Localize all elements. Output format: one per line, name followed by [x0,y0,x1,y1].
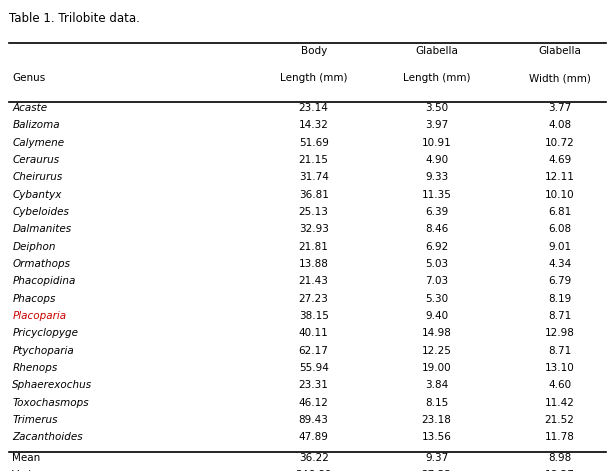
Text: 10.91: 10.91 [422,138,451,147]
Text: 21.43: 21.43 [299,276,328,286]
Text: 7.03: 7.03 [425,276,448,286]
Text: Table 1. Trilobite data.: Table 1. Trilobite data. [9,12,140,25]
Text: Phacopidina: Phacopidina [12,276,76,286]
Text: Placoparia: Placoparia [12,311,66,321]
Text: 18.27: 18.27 [545,470,574,471]
Text: 6.79: 6.79 [548,276,571,286]
Text: Variance: Variance [12,470,58,471]
Text: 11.35: 11.35 [422,189,451,200]
Text: 6.39: 6.39 [425,207,448,217]
Text: 27.33: 27.33 [422,470,451,471]
Text: 8.46: 8.46 [425,224,448,234]
Text: Balizoma: Balizoma [12,120,60,130]
Text: 4.34: 4.34 [548,259,571,269]
Text: 3.97: 3.97 [425,120,448,130]
Text: Rhenops: Rhenops [12,363,58,373]
Text: 23.31: 23.31 [299,380,328,390]
Text: 21.52: 21.52 [545,415,574,425]
Text: Deiphon: Deiphon [12,242,56,252]
Text: 12.98: 12.98 [545,328,574,338]
Text: Dalmanites: Dalmanites [12,224,71,234]
Text: 10.10: 10.10 [545,189,574,200]
Text: 4.08: 4.08 [548,120,571,130]
Text: 8.19: 8.19 [548,293,571,303]
Text: Phacops: Phacops [12,293,56,303]
Text: Trimerus: Trimerus [12,415,58,425]
Text: 13.88: 13.88 [299,259,328,269]
Text: 23.14: 23.14 [299,103,328,113]
Text: 4.60: 4.60 [548,380,571,390]
Text: 27.23: 27.23 [299,293,328,303]
Text: 12.11: 12.11 [545,172,574,182]
Text: 5.30: 5.30 [425,293,448,303]
Text: 31.74: 31.74 [299,172,328,182]
Text: 6.08: 6.08 [548,224,571,234]
Text: Ormathops: Ormathops [12,259,70,269]
Text: Width (mm): Width (mm) [529,73,590,83]
Text: 19.00: 19.00 [422,363,451,373]
Text: 40.11: 40.11 [299,328,328,338]
Text: 346.89: 346.89 [295,470,332,471]
Text: 11.78: 11.78 [545,432,574,442]
Text: 23.18: 23.18 [422,415,451,425]
Text: 13.10: 13.10 [545,363,574,373]
Text: 8.98: 8.98 [548,453,571,463]
Text: 13.56: 13.56 [422,432,451,442]
Text: Genus: Genus [12,73,46,83]
Text: 11.42: 11.42 [545,398,574,407]
Text: 55.94: 55.94 [299,363,328,373]
Text: Cheirurus: Cheirurus [12,172,63,182]
Text: 3.77: 3.77 [548,103,571,113]
Text: 25.13: 25.13 [299,207,328,217]
Text: Ceraurus: Ceraurus [12,155,60,165]
Text: Ptychoparia: Ptychoparia [12,346,74,356]
Text: 8.71: 8.71 [548,311,571,321]
Text: 4.69: 4.69 [548,155,571,165]
Text: Length (mm): Length (mm) [403,73,470,83]
Text: Zacanthoides: Zacanthoides [12,432,83,442]
Text: Calymene: Calymene [12,138,65,147]
Text: Length (mm): Length (mm) [280,73,347,83]
Text: 3.50: 3.50 [425,103,448,113]
Text: 14.32: 14.32 [299,120,328,130]
Text: 6.81: 6.81 [548,207,571,217]
Text: 38.15: 38.15 [299,311,328,321]
Text: 51.69: 51.69 [299,138,328,147]
Text: Body: Body [301,46,327,56]
Text: 89.43: 89.43 [299,415,328,425]
Text: Pricyclopyge: Pricyclopyge [12,328,78,338]
Text: 8.71: 8.71 [548,346,571,356]
Text: 46.12: 46.12 [299,398,328,407]
Text: 8.15: 8.15 [425,398,448,407]
Text: Glabella: Glabella [538,46,581,56]
Text: 21.81: 21.81 [299,242,328,252]
Text: 36.22: 36.22 [299,453,328,463]
Text: 6.92: 6.92 [425,242,448,252]
Text: Toxochasmops: Toxochasmops [12,398,89,407]
Text: 9.37: 9.37 [425,453,448,463]
Text: 32.93: 32.93 [299,224,328,234]
Text: Mean: Mean [12,453,41,463]
Text: Acaste: Acaste [12,103,47,113]
Text: 9.01: 9.01 [548,242,571,252]
Text: Cybantyx: Cybantyx [12,189,62,200]
Text: 62.17: 62.17 [299,346,328,356]
Text: 5.03: 5.03 [425,259,448,269]
Text: 10.72: 10.72 [545,138,574,147]
Text: 4.90: 4.90 [425,155,448,165]
Text: 12.25: 12.25 [422,346,451,356]
Text: Cybeloides: Cybeloides [12,207,69,217]
Text: Sphaerexochus: Sphaerexochus [12,380,92,390]
Text: Glabella: Glabella [415,46,458,56]
Text: 21.15: 21.15 [299,155,328,165]
Text: 9.33: 9.33 [425,172,448,182]
Text: 47.89: 47.89 [299,432,328,442]
Text: 14.98: 14.98 [422,328,451,338]
Text: 9.40: 9.40 [425,311,448,321]
Text: 3.84: 3.84 [425,380,448,390]
Text: 36.81: 36.81 [299,189,328,200]
